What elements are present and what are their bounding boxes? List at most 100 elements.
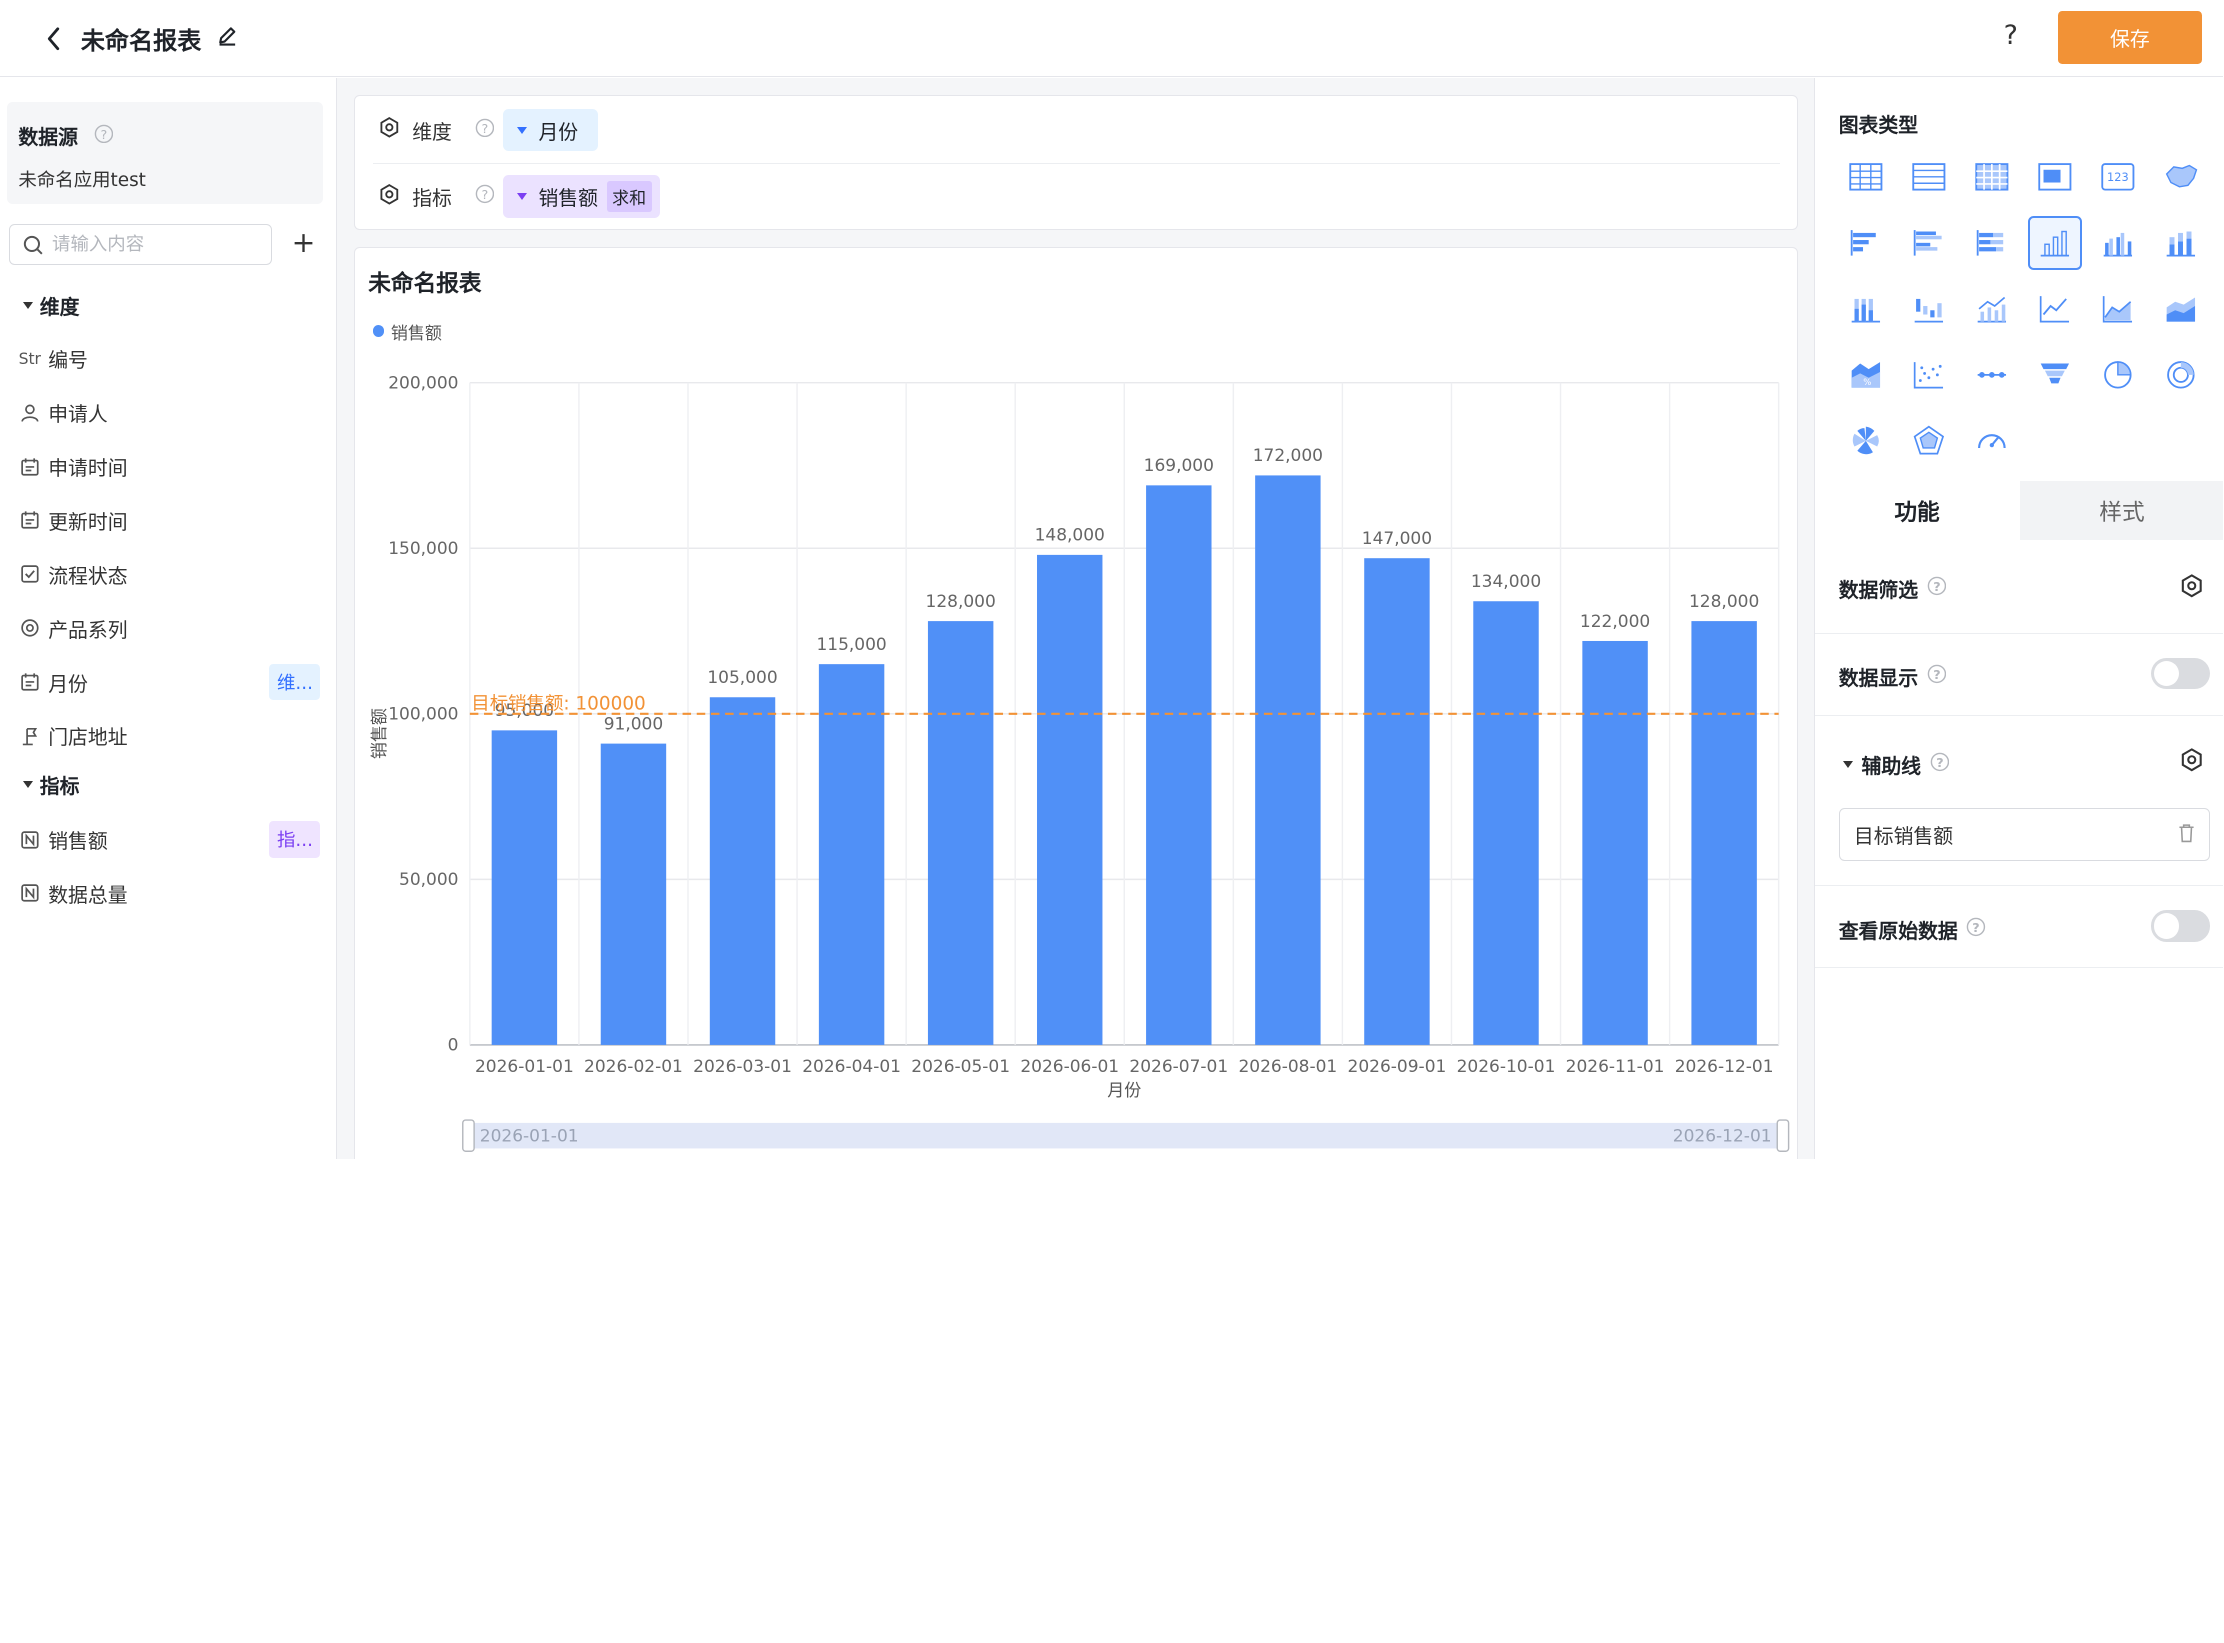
chart-legend[interactable]: 销售额: [372, 319, 442, 344]
help-icon[interactable]: ?: [475, 118, 495, 143]
chart-config-panel: 维度 ? 月份 指标 ? 销售额 求和: [354, 95, 1798, 230]
column-chart-icon[interactable]: [2028, 216, 2082, 271]
tab-style[interactable]: 样式: [2019, 480, 2224, 541]
field-item[interactable]: 门店地址: [17, 716, 323, 756]
metric-label: 指标: [412, 187, 452, 211]
zoom-end-label: 2026-12-01: [1673, 1126, 1772, 1146]
table-icon[interactable]: [1839, 150, 1893, 204]
calendar-icon: [17, 509, 43, 532]
x-axis-title: 月份: [1108, 1081, 1142, 1101]
data-label: 122,000: [1580, 612, 1650, 632]
settings-icon[interactable]: [2179, 747, 2205, 779]
funnel-icon[interactable]: [2028, 348, 2082, 402]
svg-text:123: 123: [2107, 170, 2129, 184]
user-icon: [17, 401, 43, 424]
chart-title: 未命名报表: [368, 270, 482, 297]
svg-text:?: ?: [1973, 921, 1980, 936]
percent-column-icon[interactable]: [1839, 282, 1893, 336]
waterfall-icon[interactable]: [1902, 282, 1956, 336]
bar: [710, 696, 776, 1045]
horizontal-bar-icon[interactable]: [1839, 216, 1893, 270]
metric-group-label: 指标: [39, 774, 80, 798]
edit-icon[interactable]: [216, 24, 242, 50]
radar-chart-icon[interactable]: [1902, 414, 1956, 468]
field-item[interactable]: 产品系列: [17, 608, 323, 648]
pie-chart-icon[interactable]: [2091, 348, 2145, 402]
help-icon[interactable]: ?: [1930, 752, 1950, 777]
data-display-toggle[interactable]: [2150, 657, 2211, 690]
help-icon[interactable]: ?: [1927, 576, 1947, 601]
help-icon[interactable]: ?: [94, 123, 114, 149]
settings-icon[interactable]: [378, 183, 401, 211]
help-icon[interactable]: ?: [475, 184, 495, 209]
help-icon[interactable]: ?: [1927, 664, 1947, 689]
dimension-group-toggle[interactable]: 维度: [22, 291, 79, 320]
stacked-area-icon[interactable]: [2154, 282, 2208, 336]
back-icon[interactable]: [40, 21, 68, 55]
raw-data-toggle[interactable]: [2150, 910, 2211, 942]
grouped-column-icon[interactable]: [2091, 216, 2145, 270]
data-display-row: 数据显示 ?: [1814, 634, 2224, 717]
svg-text:?: ?: [481, 121, 488, 136]
settings-icon[interactable]: [378, 116, 401, 144]
field-item[interactable]: 数据总量: [17, 873, 323, 913]
top-bar: 未命名报表 ? 保存: [0, 0, 2224, 77]
kpi-number-icon[interactable]: 123: [2091, 150, 2145, 204]
pivot-table-icon[interactable]: [1965, 150, 2019, 204]
card-icon[interactable]: [2028, 150, 2082, 204]
reference-line-item[interactable]: 目标销售额: [1838, 808, 2211, 861]
percent-area-icon[interactable]: %: [1839, 348, 1893, 402]
map-icon[interactable]: [2154, 150, 2208, 204]
datasource-name[interactable]: 未命名应用test: [18, 169, 146, 191]
x-tick-label: 2026-12-01: [1675, 1057, 1774, 1077]
line-chart-icon[interactable]: [2028, 282, 2082, 336]
legend-label: 销售额: [390, 323, 442, 344]
zoom-handle-right[interactable]: [1777, 1119, 1790, 1152]
dimension-pill-label: 月份: [538, 120, 579, 144]
area-chart-icon[interactable]: [2091, 282, 2145, 336]
settings-icon[interactable]: [2179, 573, 2205, 605]
gauge-icon[interactable]: [1965, 414, 2019, 468]
field-item[interactable]: 月份 维...: [17, 662, 323, 702]
location-icon: [17, 725, 43, 748]
grouped-horizontal-bar-icon[interactable]: [1902, 216, 1956, 270]
metric-pill-label: 销售额: [538, 187, 598, 211]
stacked-horizontal-bar-icon[interactable]: [1965, 216, 2019, 270]
field-item[interactable]: 流程状态: [17, 554, 323, 594]
scatter-icon[interactable]: [1902, 348, 1956, 402]
x-tick-label: 2026-09-01: [1348, 1057, 1447, 1077]
search-input[interactable]: [52, 230, 265, 260]
rose-chart-icon[interactable]: [1839, 414, 1893, 468]
add-icon[interactable]: +: [291, 225, 316, 259]
trash-icon[interactable]: [2178, 823, 2195, 848]
sankey-dot-line-icon[interactable]: [1965, 348, 2019, 402]
metric-pill[interactable]: 销售额 求和: [502, 175, 661, 218]
zoom-handle-left[interactable]: [462, 1119, 476, 1152]
stacked-column-icon[interactable]: [2154, 216, 2208, 270]
raw-data-heading: 查看原始数据 ?: [1839, 915, 1986, 944]
raw-data-row: 查看原始数据 ?: [1814, 886, 2224, 969]
x-tick-label: 2026-07-01: [1130, 1057, 1229, 1077]
data-label: 95,000: [495, 701, 554, 721]
field-item[interactable]: 申请时间: [17, 447, 323, 487]
save-button[interactable]: 保存: [2057, 11, 2203, 64]
field-item[interactable]: Str 编号: [17, 339, 323, 379]
dimension-label: 维度: [412, 120, 452, 144]
field-item[interactable]: 更新时间: [17, 501, 323, 541]
dimension-pill[interactable]: 月份: [502, 108, 598, 152]
help-icon[interactable]: ?: [2003, 19, 2018, 51]
tab-function[interactable]: 功能: [1814, 480, 2020, 541]
field-item[interactable]: 申请人: [17, 393, 323, 433]
donut-chart-icon[interactable]: [2154, 348, 2208, 402]
bar: [492, 730, 558, 1045]
data-filter-label: 数据筛选: [1838, 579, 1919, 603]
number-icon: [17, 882, 43, 905]
y-tick-label: 50,000: [400, 870, 459, 890]
column-line-icon[interactable]: [1965, 282, 2019, 336]
list-table-icon[interactable]: [1902, 150, 1956, 204]
field-search[interactable]: [8, 224, 273, 266]
metric-group-toggle[interactable]: 指标: [22, 770, 80, 799]
field-item[interactable]: 销售额 指...: [17, 820, 323, 860]
help-icon[interactable]: ?: [1966, 917, 1986, 942]
reference-line-toggle[interactable]: 辅助线 ?: [1842, 750, 1950, 779]
